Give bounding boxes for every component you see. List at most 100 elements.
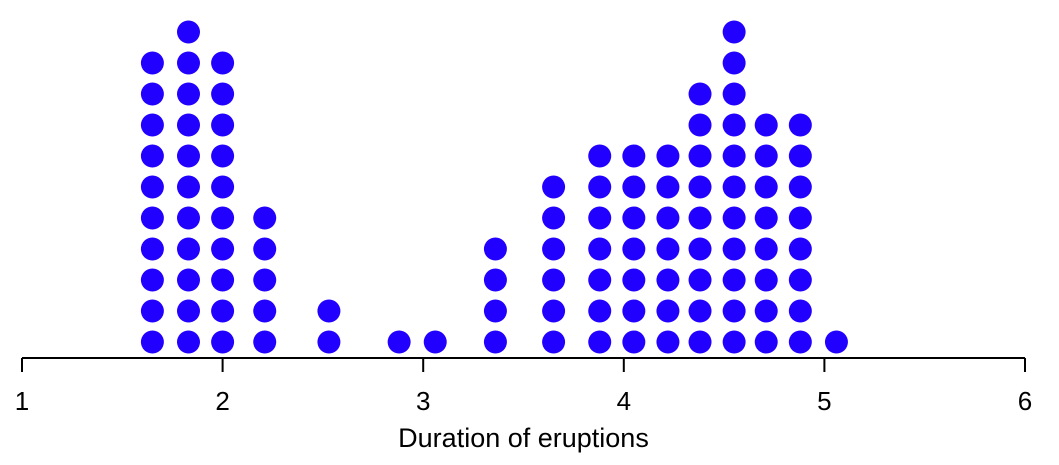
data-dot [722, 237, 746, 261]
data-dot [317, 299, 341, 323]
x-tick-label: 1 [15, 386, 29, 416]
data-dot [211, 113, 235, 137]
data-dot [211, 268, 235, 292]
data-dot [253, 299, 277, 323]
data-dot [622, 206, 646, 230]
data-dot [788, 299, 812, 323]
data-dot [788, 268, 812, 292]
data-dot [788, 113, 812, 137]
data-dot [542, 237, 566, 261]
data-dot [754, 113, 778, 137]
data-dot [211, 330, 235, 354]
data-dot [483, 330, 507, 354]
data-dot [622, 268, 646, 292]
data-dot [140, 144, 164, 168]
data-dot [176, 175, 200, 199]
data-dot [140, 82, 164, 106]
data-dot [754, 330, 778, 354]
data-dot [688, 237, 712, 261]
data-dot [176, 299, 200, 323]
data-dot [656, 144, 680, 168]
data-dot [140, 51, 164, 75]
data-dot [483, 299, 507, 323]
data-dot [176, 330, 200, 354]
data-dot [176, 237, 200, 261]
data-dot [824, 330, 848, 354]
data-dot [754, 299, 778, 323]
data-dot [688, 82, 712, 106]
data-dot [483, 268, 507, 292]
data-dot [140, 175, 164, 199]
data-dot [253, 237, 277, 261]
data-dot [656, 330, 680, 354]
data-dot [140, 268, 164, 292]
data-dot [176, 268, 200, 292]
data-dot [542, 330, 566, 354]
data-dot [211, 51, 235, 75]
data-dot [754, 206, 778, 230]
data-dot [622, 237, 646, 261]
data-dot [253, 330, 277, 354]
data-dot [211, 237, 235, 261]
x-tick-label: 6 [1018, 386, 1032, 416]
data-dot [688, 268, 712, 292]
data-dot [176, 206, 200, 230]
data-dot [140, 330, 164, 354]
data-dot [688, 113, 712, 137]
data-dot [253, 268, 277, 292]
data-dot [423, 330, 447, 354]
data-dot [722, 206, 746, 230]
data-dot [688, 175, 712, 199]
data-dot [788, 330, 812, 354]
data-dot [722, 330, 746, 354]
data-dot [688, 144, 712, 168]
data-dot [754, 268, 778, 292]
data-dot [588, 144, 612, 168]
data-dot [140, 113, 164, 137]
data-dot [788, 237, 812, 261]
data-dot [656, 175, 680, 199]
x-tick-label: 4 [617, 386, 631, 416]
data-dot [622, 144, 646, 168]
data-dot [656, 206, 680, 230]
data-dot [622, 175, 646, 199]
data-dot [211, 82, 235, 106]
data-dot [588, 299, 612, 323]
data-dot [176, 51, 200, 75]
x-tick-label: 2 [215, 386, 229, 416]
data-dot [622, 330, 646, 354]
data-dot [176, 144, 200, 168]
x-axis-ticks: 1 2 3 4 5 6 [15, 358, 1032, 416]
data-dot [211, 144, 235, 168]
data-dot [176, 20, 200, 44]
data-dot [722, 113, 746, 137]
data-dot [588, 237, 612, 261]
data-dot [622, 299, 646, 323]
data-dot [722, 82, 746, 106]
data-dot [542, 206, 566, 230]
data-dot [788, 206, 812, 230]
data-dot [211, 206, 235, 230]
data-dot [722, 20, 746, 44]
x-axis-title: Duration of eruptions [398, 423, 649, 453]
data-dot [754, 175, 778, 199]
data-dot [140, 299, 164, 323]
data-dot [688, 206, 712, 230]
data-dot [387, 330, 411, 354]
data-dot [588, 268, 612, 292]
data-dot [588, 330, 612, 354]
data-dot [722, 144, 746, 168]
data-dot [722, 299, 746, 323]
data-dot [588, 206, 612, 230]
data-dot [317, 330, 341, 354]
data-dot [176, 113, 200, 137]
data-dot [688, 330, 712, 354]
data-dot [754, 144, 778, 168]
data-dot [722, 175, 746, 199]
data-dot [688, 299, 712, 323]
data-dot [588, 175, 612, 199]
data-dot [656, 237, 680, 261]
x-tick-label: 5 [817, 386, 831, 416]
